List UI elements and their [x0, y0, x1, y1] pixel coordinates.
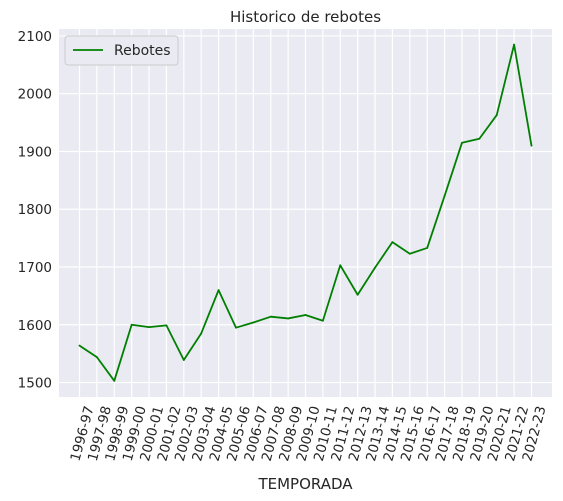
y-tick-label: 1500 — [18, 376, 52, 392]
data-point — [339, 264, 342, 267]
data-point — [408, 252, 411, 255]
data-point — [374, 266, 376, 269]
y-tick-label: 2000 — [18, 87, 52, 103]
data-point — [287, 317, 290, 320]
data-point — [426, 247, 429, 249]
data-point — [478, 137, 481, 140]
y-tick-label: 1700 — [18, 260, 52, 276]
y-tick-label: 1800 — [18, 202, 52, 218]
data-point — [443, 195, 446, 197]
data-point — [304, 314, 307, 316]
legend: Rebotes — [64, 35, 179, 66]
data-point — [200, 332, 203, 335]
data-point — [148, 326, 150, 328]
data-point — [495, 114, 498, 116]
data-point — [356, 293, 359, 296]
y-tick-label: 1900 — [18, 144, 52, 160]
data-point — [130, 323, 133, 326]
data-points — [78, 43, 533, 382]
data-point — [461, 141, 463, 144]
legend-box — [64, 35, 179, 66]
data-point — [235, 326, 237, 329]
x-axis: 1996-971997-981998-991999-002000-012001-… — [68, 404, 550, 463]
data-point — [165, 324, 168, 327]
grid — [59, 29, 552, 397]
legend-label: Rebotes — [114, 43, 171, 59]
data-point — [78, 344, 81, 347]
data-point — [530, 144, 533, 147]
data-point — [513, 43, 516, 46]
x-axis-title: TEMPORADA — [257, 475, 353, 493]
data-point — [252, 321, 255, 324]
y-tick-label: 1600 — [18, 318, 52, 334]
data-point — [321, 319, 324, 322]
data-point — [182, 359, 185, 361]
y-axis: 1500 1600 1700 1800 1900 2000 2100 — [18, 29, 52, 392]
data-point — [269, 315, 272, 318]
data-point — [217, 289, 220, 292]
y-tick-label: 2100 — [18, 29, 52, 45]
data-point — [391, 241, 394, 244]
data-point — [113, 379, 116, 382]
data-point — [95, 356, 98, 359]
chart-title: Historico de rebotes — [230, 8, 381, 26]
